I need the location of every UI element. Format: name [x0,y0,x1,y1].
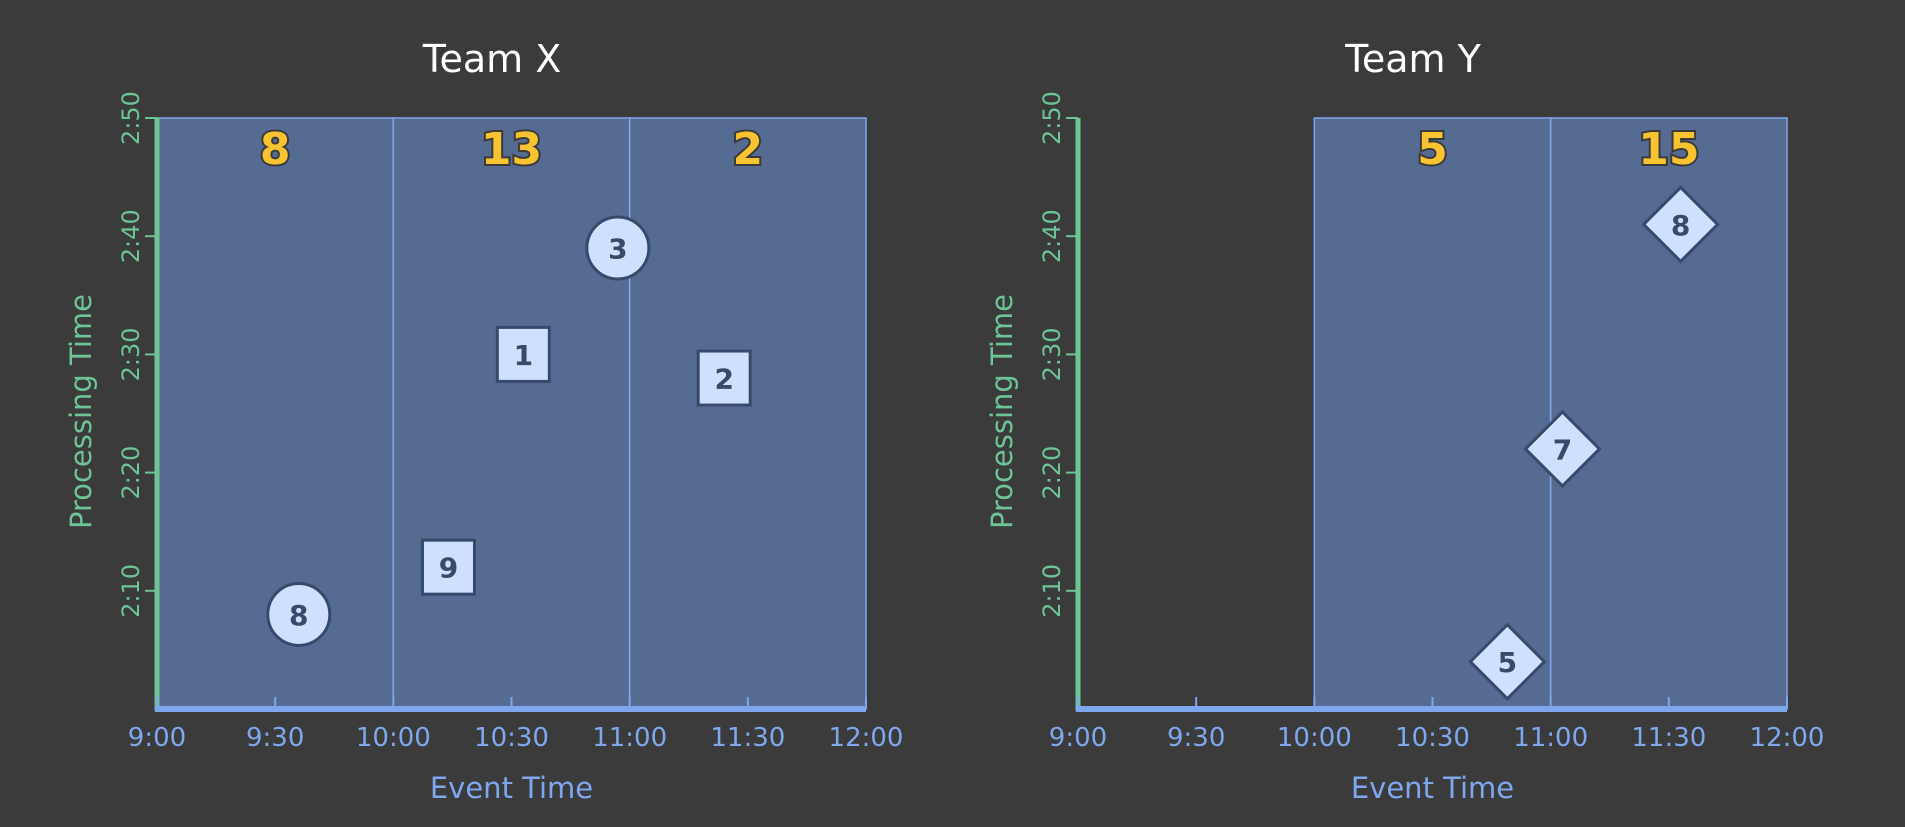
window-count-label: 15 [1638,124,1699,175]
point-value-label: 8 [289,599,308,632]
x-tick-label: 11:30 [710,723,785,753]
chart-panel-1: Team X 2:10 2:20 2:30 2:40 2:50 9:00 9:30 10:00 1… [64,37,903,805]
point-value-label: 9 [439,552,458,585]
circle-marker [266,581,332,647]
chart-title: Team Y [1344,37,1482,81]
window-count-label: 2 [733,124,764,175]
chart-title: Team X [422,37,562,81]
chart-panel-2: Team Y 2:10 2:20 2:30 2:40 2:50 9:00 9:30 10:00 1… [985,37,1824,805]
y-axis-label: Processing Time [985,294,1019,529]
window-rect [1313,117,1552,710]
x-tick-label: 10:30 [1395,723,1470,753]
y-tick-label: 2:50 [1038,91,1066,145]
y-axis-label: Processing Time [64,294,98,529]
y-tick-label: 2:30 [117,327,145,381]
window-rect [392,117,631,710]
x-tick-label: 10:30 [474,723,549,753]
circle-marker [585,215,651,281]
x-tick-label: 9:00 [128,723,186,753]
y-tick-label: 2:20 [117,446,145,500]
y-tick-label: 2:30 [1038,327,1066,381]
point-value-label: 8 [1671,209,1690,242]
point-value-label: 5 [1498,646,1517,679]
window-rect [628,117,867,710]
square-marker [420,538,476,596]
y-tick-label: 2:40 [1038,209,1066,263]
diamond-marker [1468,622,1547,701]
diamond-marker [1641,185,1720,264]
square-marker [696,349,752,407]
window-count-label: 8 [260,124,291,175]
point-value-label: 2 [714,363,733,396]
x-tick-label: 12:00 [1750,723,1825,753]
x-axis-label: Event Time [1351,771,1514,805]
x-axis-label: Event Time [430,771,593,805]
point-value-label: 7 [1553,433,1572,466]
y-tick-label: 2:10 [1038,564,1066,618]
window-count-label: 13 [481,124,542,175]
x-tick-label: 11:30 [1631,723,1706,753]
x-tick-label: 9:30 [246,723,304,753]
square-marker [495,325,551,383]
x-tick-label: 10:00 [1277,723,1352,753]
window-count-label: 5 [1417,124,1448,175]
y-tick-label: 2:40 [117,209,145,263]
point-value-label: 3 [608,233,627,266]
x-tick-label: 11:00 [592,723,667,753]
y-tick-label: 2:50 [117,91,145,145]
y-tick-label: 2:10 [117,564,145,618]
x-tick-label: 11:00 [1513,723,1588,753]
point-value-label: 1 [514,339,533,372]
diamond-marker [1523,409,1602,489]
x-tick-label: 12:00 [829,723,904,753]
x-tick-label: 9:30 [1167,723,1225,753]
x-tick-label: 10:00 [356,723,431,753]
y-tick-label: 2:20 [1038,446,1066,500]
x-tick-label: 9:00 [1049,723,1107,753]
